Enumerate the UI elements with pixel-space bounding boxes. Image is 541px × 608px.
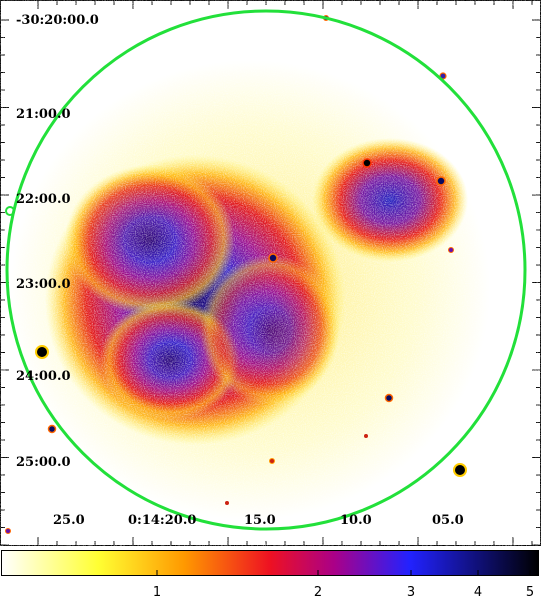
ra-label: 10.0 [340, 513, 372, 528]
point-source [448, 247, 454, 253]
dec-label: 21:00.0 [16, 107, 71, 122]
point-source [453, 463, 467, 477]
sky-image [0, 0, 541, 546]
dec-label: 22:00.0 [16, 192, 71, 207]
colorbar-tick-label: 5 [525, 585, 535, 600]
point-source [35, 345, 49, 359]
dec-label: 24:00.0 [16, 369, 71, 384]
colorbar-tick-label: 2 [313, 585, 323, 600]
point-sources [5, 15, 467, 534]
point-source [436, 176, 446, 186]
point-source [364, 434, 368, 438]
ra-label: 05.0 [432, 513, 464, 528]
point-source [47, 424, 57, 434]
dec-label: -30:20:00.0 [16, 13, 99, 28]
point-source [225, 501, 229, 505]
colorbar-tick-label: 4 [473, 585, 483, 600]
colorbar-gradient [1, 550, 539, 576]
colorbar-tick-label: 1 [152, 585, 162, 600]
colorbar: 1 2 3 4 5 [0, 546, 541, 608]
region-circle[interactable] [5, 9, 527, 531]
region-handle[interactable] [5, 206, 15, 216]
dec-label: 23:00.0 [16, 277, 71, 292]
ra-label: 25.0 [53, 513, 85, 528]
ra-label: 15.0 [244, 513, 276, 528]
diffuse-emission [0, 0, 541, 546]
point-source [5, 528, 11, 534]
ra-label: 0:14:20.0 [128, 513, 197, 528]
point-source [268, 253, 278, 263]
dec-label: 25:00.0 [16, 455, 71, 470]
point-source [384, 393, 394, 403]
point-source [362, 158, 372, 168]
colorbar-tick-label: 3 [406, 585, 416, 600]
point-source [269, 458, 275, 464]
